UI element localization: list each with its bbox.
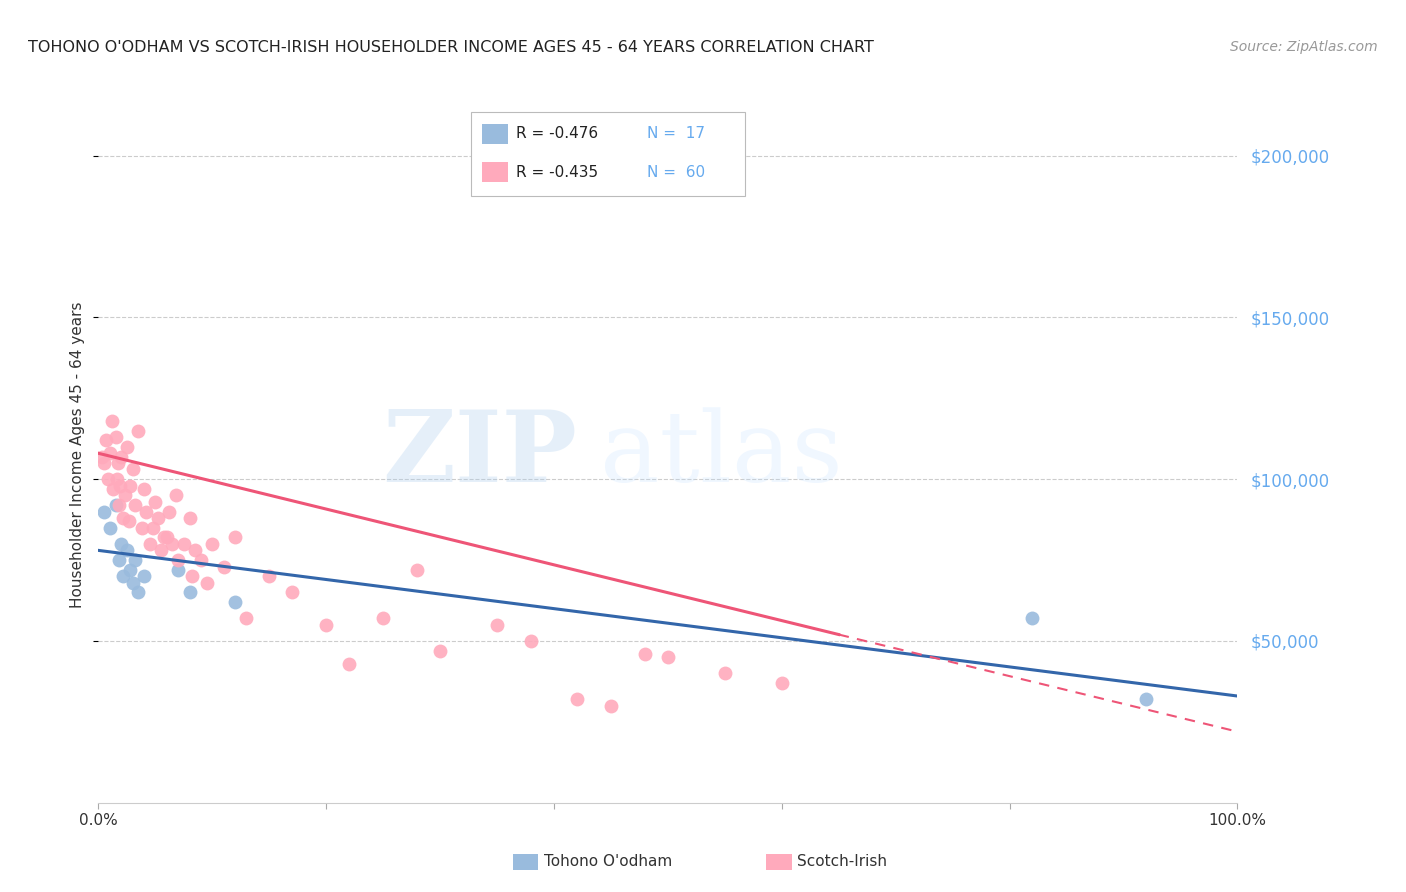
Point xyxy=(520,634,543,648)
Text: Scotch-Irish: Scotch-Irish xyxy=(797,855,887,869)
Point xyxy=(124,498,146,512)
Point xyxy=(156,531,179,545)
Point xyxy=(281,585,304,599)
Point xyxy=(406,563,429,577)
Point xyxy=(714,666,737,681)
Point xyxy=(167,563,190,577)
Point xyxy=(105,472,128,486)
Point xyxy=(104,430,127,444)
Point xyxy=(93,504,115,518)
Point xyxy=(429,643,451,657)
Point xyxy=(212,559,235,574)
Point xyxy=(110,537,132,551)
Point xyxy=(224,595,246,609)
Point xyxy=(112,511,135,525)
Point xyxy=(486,617,509,632)
Point xyxy=(120,563,142,577)
Point xyxy=(634,647,657,661)
Point xyxy=(114,488,136,502)
Text: Source: ZipAtlas.com: Source: ZipAtlas.com xyxy=(1230,40,1378,54)
Point xyxy=(165,488,187,502)
Point xyxy=(132,569,155,583)
Point xyxy=(127,424,149,438)
Point xyxy=(565,692,588,706)
Point xyxy=(224,531,246,545)
Point xyxy=(96,434,118,448)
Point xyxy=(179,585,201,599)
Text: atlas: atlas xyxy=(599,407,842,503)
Text: R = -0.476: R = -0.476 xyxy=(516,127,598,141)
Point xyxy=(104,498,127,512)
Point xyxy=(138,537,160,551)
Point xyxy=(337,657,360,671)
Text: N =  17: N = 17 xyxy=(647,127,704,141)
Point xyxy=(98,521,121,535)
Point xyxy=(657,650,679,665)
Point xyxy=(235,611,257,625)
Point xyxy=(132,482,155,496)
Point xyxy=(184,543,207,558)
Point xyxy=(371,611,394,625)
Point xyxy=(600,698,623,713)
Point xyxy=(135,504,157,518)
Point xyxy=(103,482,125,496)
Point xyxy=(153,531,176,545)
Point xyxy=(108,553,131,567)
Point xyxy=(115,543,138,558)
Point xyxy=(259,569,281,583)
Point xyxy=(162,537,184,551)
Point xyxy=(180,569,202,583)
Point xyxy=(98,446,121,460)
Point xyxy=(195,575,218,590)
Point xyxy=(131,521,153,535)
Text: TOHONO O'ODHAM VS SCOTCH-IRISH HOUSEHOLDER INCOME AGES 45 - 64 YEARS CORRELATION: TOHONO O'ODHAM VS SCOTCH-IRISH HOUSEHOLD… xyxy=(28,40,875,55)
Point xyxy=(157,504,180,518)
Text: Tohono O'odham: Tohono O'odham xyxy=(544,855,672,869)
Point xyxy=(145,495,167,509)
Text: ZIP: ZIP xyxy=(382,407,576,503)
Point xyxy=(108,478,131,492)
Point xyxy=(108,498,131,512)
Point xyxy=(110,450,132,464)
Point xyxy=(770,676,793,690)
Point xyxy=(190,553,212,567)
Point xyxy=(1135,692,1157,706)
Point xyxy=(93,456,115,470)
Point xyxy=(121,462,143,476)
Point xyxy=(315,617,337,632)
Point xyxy=(179,511,201,525)
Point xyxy=(173,537,195,551)
Point xyxy=(167,553,190,567)
Point xyxy=(150,543,173,558)
Point xyxy=(1021,611,1043,625)
Point xyxy=(96,472,118,486)
Point xyxy=(201,537,224,551)
Point xyxy=(90,450,112,464)
Y-axis label: Householder Income Ages 45 - 64 years: Householder Income Ages 45 - 64 years xyxy=(70,301,86,608)
Point xyxy=(124,553,146,567)
Point xyxy=(146,511,169,525)
Point xyxy=(118,514,141,528)
Point xyxy=(107,456,129,470)
Point xyxy=(120,478,142,492)
Point xyxy=(142,521,165,535)
Text: N =  60: N = 60 xyxy=(647,165,704,179)
Point xyxy=(127,585,149,599)
Text: R = -0.435: R = -0.435 xyxy=(516,165,598,179)
Point xyxy=(112,569,135,583)
Point xyxy=(115,440,138,454)
Point xyxy=(101,414,124,428)
Point xyxy=(121,575,143,590)
